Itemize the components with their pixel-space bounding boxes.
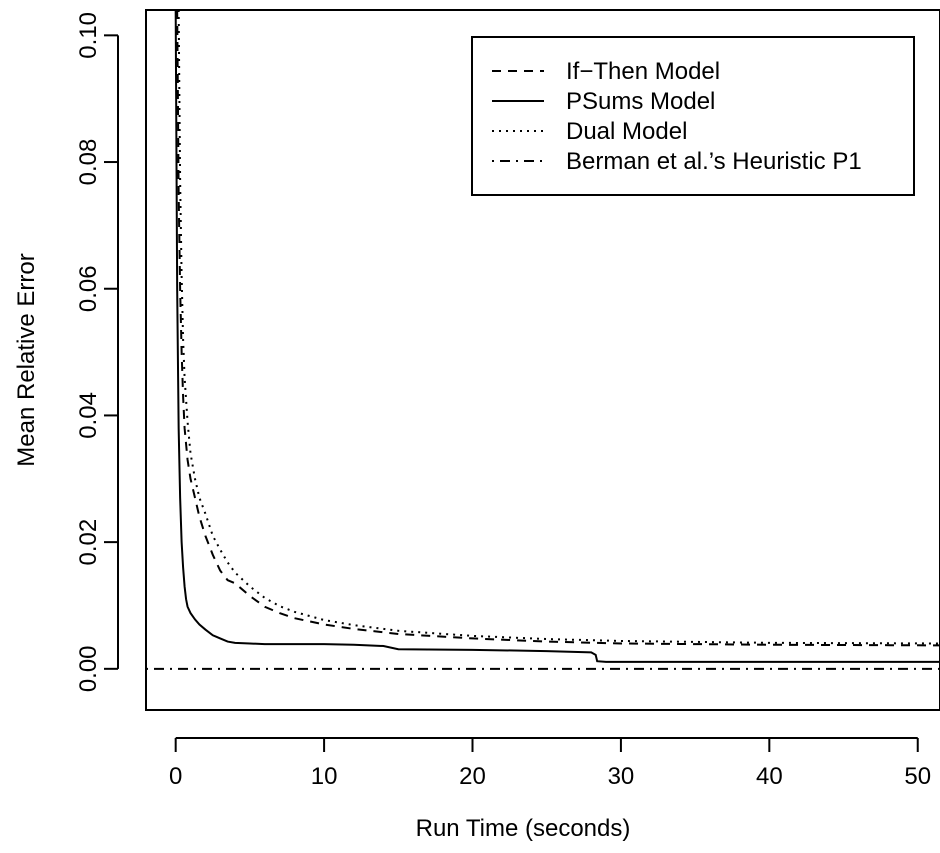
- legend-box: [471, 36, 915, 196]
- x-tick-label: 30: [608, 763, 635, 790]
- legend-label-1: If−Then Model: [566, 58, 720, 85]
- x-tick-label: 40: [756, 763, 783, 790]
- legend-label-4: Berman et al.’s Heuristic P1: [566, 148, 862, 175]
- x-tick-label: 50: [904, 763, 931, 790]
- y-tick-label: 0.00: [75, 645, 102, 692]
- series-line-3: [177, 10, 940, 645]
- x-axis-title: Run Time (seconds): [416, 815, 631, 842]
- series-layer: [146, 10, 940, 670]
- x-axis: 0 10 20 30 40 50: [169, 737, 931, 790]
- legend: If−Then Model PSums Model Dual Model Berman…: [471, 36, 915, 196]
- legend-label-2: PSums Model: [566, 88, 715, 115]
- series-line-2: [174, 10, 940, 663]
- y-axis: 0.00 0.02 0.04 0.06 0.08 0.10: [75, 12, 119, 692]
- legend-label-3: Dual Model: [566, 118, 687, 145]
- y-tick-label: 0.10: [75, 12, 102, 59]
- x-tick-label: 10: [311, 763, 338, 790]
- y-tick-label: 0.02: [75, 519, 102, 566]
- x-tick-label: 20: [459, 763, 486, 790]
- plot-frame: [145, 9, 940, 711]
- y-tick-label: 0.08: [75, 139, 102, 186]
- y-axis-title: Mean Relative Error: [13, 253, 40, 466]
- y-tick-label: 0.04: [75, 392, 102, 439]
- y-tick-label: 0.06: [75, 265, 102, 312]
- x-tick-label: 0: [169, 763, 182, 790]
